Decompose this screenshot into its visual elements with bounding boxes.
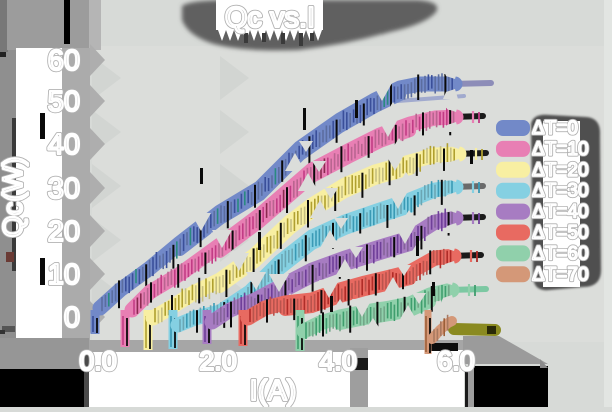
svg-text:0.0: 0.0 — [79, 346, 117, 376]
svg-text:ΔT=70: ΔT=70 — [532, 264, 589, 285]
svg-text:10: 10 — [48, 259, 80, 291]
svg-text:40: 40 — [48, 129, 80, 161]
svg-text:ΔT=70: ΔT=70 — [532, 264, 589, 285]
svg-text:2.0: 2.0 — [199, 346, 237, 376]
svg-text:ΔT=30: ΔT=30 — [532, 181, 589, 202]
svg-text:10: 10 — [48, 259, 80, 291]
svg-text:4.0: 4.0 — [319, 346, 357, 376]
svg-text:0: 0 — [64, 302, 80, 334]
svg-text:ΔT=50: ΔT=50 — [532, 223, 589, 244]
svg-text:50: 50 — [48, 86, 80, 118]
svg-text:20: 20 — [48, 216, 80, 248]
svg-text:Qc(W): Qc(W) — [0, 157, 28, 238]
svg-text:2.0: 2.0 — [199, 346, 237, 376]
svg-text:ΔT=10: ΔT=10 — [532, 139, 589, 160]
svg-text:60: 60 — [48, 45, 80, 77]
svg-text:6.0: 6.0 — [437, 346, 475, 376]
svg-text:6.0: 6.0 — [437, 346, 475, 376]
svg-text:4.0: 4.0 — [319, 346, 357, 376]
svg-text:ΔT=40: ΔT=40 — [532, 202, 589, 223]
svg-text:I(A): I(A) — [250, 375, 297, 407]
svg-text:ΔT=0: ΔT=0 — [532, 118, 578, 139]
svg-text:20: 20 — [48, 216, 80, 248]
svg-text:ΔT=60: ΔT=60 — [532, 243, 589, 264]
svg-text:ΔT=20: ΔT=20 — [532, 160, 589, 181]
svg-text:Qc vs.I: Qc vs.I — [225, 2, 315, 34]
svg-text:Qc(W): Qc(W) — [0, 157, 28, 238]
svg-text:ΔT=30: ΔT=30 — [532, 181, 589, 202]
svg-text:40: 40 — [48, 129, 80, 161]
svg-text:ΔT=20: ΔT=20 — [532, 160, 589, 181]
svg-text:60: 60 — [48, 45, 80, 77]
svg-text:ΔT=50: ΔT=50 — [532, 223, 589, 244]
svg-text:ΔT=0: ΔT=0 — [532, 118, 578, 139]
svg-text:30: 30 — [48, 173, 80, 205]
svg-text:Qc vs.I: Qc vs.I — [225, 2, 315, 34]
svg-text:30: 30 — [48, 173, 80, 205]
svg-text:50: 50 — [48, 86, 80, 118]
svg-text:0: 0 — [64, 302, 80, 334]
svg-text:I(A): I(A) — [250, 375, 297, 407]
svg-text:0.0: 0.0 — [79, 346, 117, 376]
svg-text:ΔT=60: ΔT=60 — [532, 243, 589, 264]
svg-text:ΔT=40: ΔT=40 — [532, 202, 589, 223]
svg-text:ΔT=10: ΔT=10 — [532, 139, 589, 160]
